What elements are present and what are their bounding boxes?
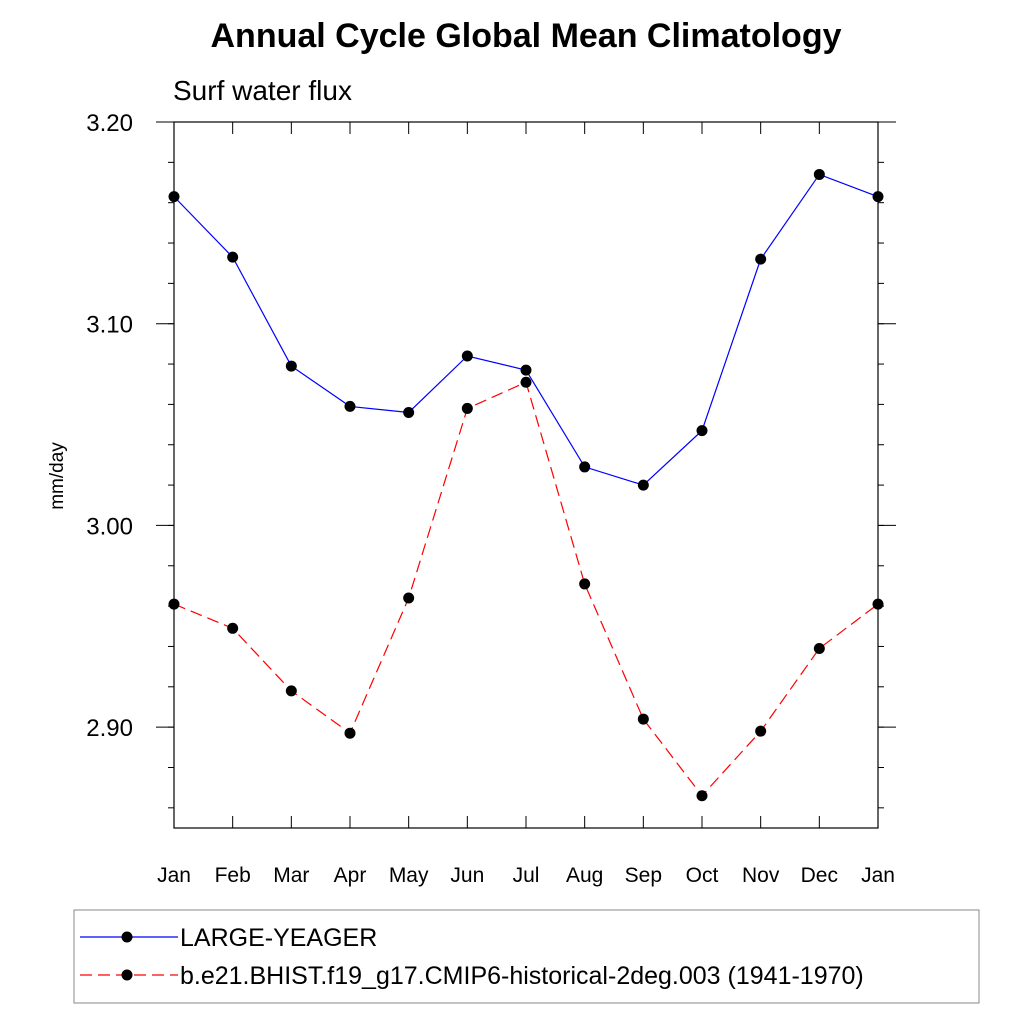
series-point-1 bbox=[168, 191, 180, 203]
x-tick-label: May bbox=[389, 864, 429, 887]
ticks: Jan Feb Mar Apr May Jun Jul Aug Sep Oct Nov Dec Jan 2… bbox=[86, 110, 896, 887]
series-point-1 bbox=[696, 425, 708, 437]
series-line-1 bbox=[173, 173, 879, 486]
legend: LARGE-YEAGER b.e21.BHIST.f19_g17.CMIP6-hi… bbox=[73, 909, 980, 1004]
x-tick-label: Nov bbox=[742, 864, 780, 887]
x-tick-label: Sep bbox=[625, 864, 662, 887]
x-tick-label: Aug bbox=[566, 864, 603, 887]
series-point-1 bbox=[872, 191, 884, 203]
x-tick-label: Jan bbox=[861, 864, 895, 887]
series-point-1 bbox=[637, 479, 649, 491]
series-point-1 bbox=[285, 360, 297, 372]
x-tick-label: Feb bbox=[215, 864, 251, 887]
y-tick-label: 3.10 bbox=[86, 312, 133, 339]
series-point-2 bbox=[579, 578, 591, 590]
x-tick-label: Oct bbox=[686, 864, 719, 887]
series-point-1 bbox=[755, 253, 767, 265]
series-point-1 bbox=[579, 461, 591, 473]
series-point-1 bbox=[403, 406, 415, 418]
legend-label-2: b.e21.BHIST.f19_g17.CMIP6-historical-2de… bbox=[180, 962, 864, 990]
series-point-1 bbox=[520, 364, 532, 376]
series-point-2 bbox=[872, 598, 884, 610]
series-layer bbox=[168, 168, 884, 802]
series-point-2 bbox=[285, 685, 297, 697]
series-point-1 bbox=[813, 168, 825, 180]
series-point-2 bbox=[755, 725, 767, 737]
x-tick-label: Jul bbox=[513, 864, 540, 887]
chart-subtitle: Surf water flux bbox=[173, 75, 352, 106]
series-point-2 bbox=[520, 376, 532, 388]
series-point-2 bbox=[344, 727, 356, 739]
series-point-2 bbox=[637, 713, 649, 725]
y-tick-label: 2.90 bbox=[86, 715, 133, 742]
legend-label-1: LARGE-YEAGER bbox=[180, 924, 377, 952]
series-point-2 bbox=[403, 592, 415, 604]
y-tick-label: 3.20 bbox=[86, 110, 133, 137]
legend-box bbox=[73, 909, 980, 1004]
series-point-1 bbox=[461, 350, 473, 362]
series-point-2 bbox=[168, 598, 180, 610]
series-line-2 bbox=[173, 381, 879, 797]
series-point-1 bbox=[227, 251, 239, 263]
x-tick-label: Dec bbox=[801, 864, 838, 887]
plot-frame bbox=[173, 121, 879, 829]
x-tick-label: Jan bbox=[157, 864, 191, 887]
series-point-1 bbox=[344, 400, 356, 412]
legend-marker-2 bbox=[121, 969, 133, 981]
chart-title: Annual Cycle Global Mean Climatology bbox=[211, 17, 842, 55]
series-point-2 bbox=[813, 642, 825, 654]
x-tick-label: Apr bbox=[334, 864, 367, 887]
series-point-2 bbox=[227, 622, 239, 634]
series-point-2 bbox=[461, 402, 473, 414]
x-tick-label: Jun bbox=[450, 864, 484, 887]
legend-marker-1 bbox=[121, 931, 133, 943]
series-point-2 bbox=[696, 790, 708, 802]
y-tick-label: 3.00 bbox=[86, 513, 133, 540]
x-tick-label: Mar bbox=[273, 864, 309, 887]
y-axis-label: mm/day bbox=[47, 442, 68, 510]
